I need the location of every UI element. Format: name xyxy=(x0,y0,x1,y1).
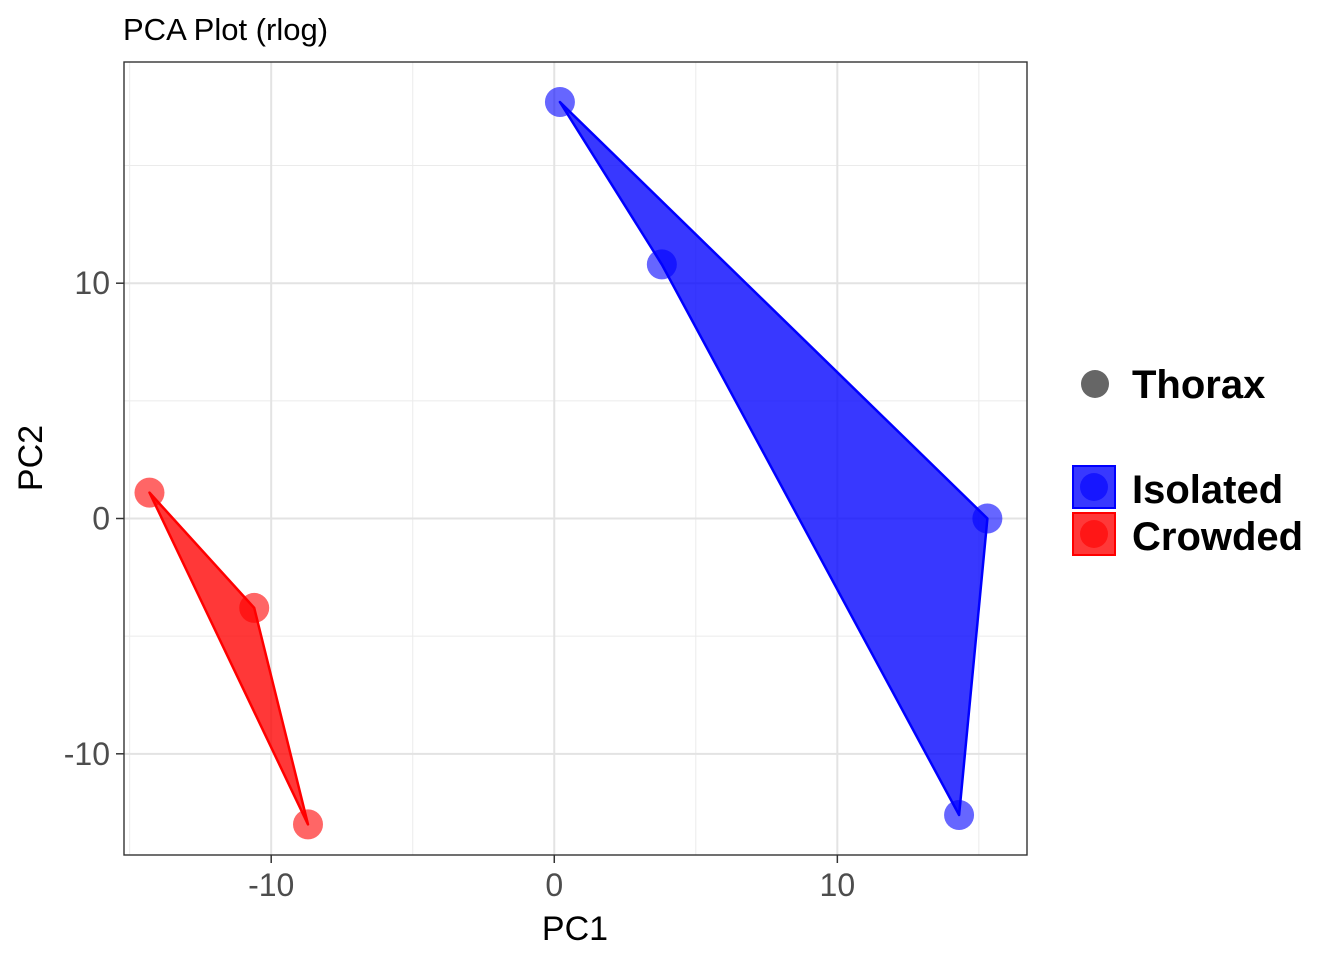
x-tick-label: -10 xyxy=(248,867,294,903)
crowded-point xyxy=(239,592,270,623)
x-axis-ticks: -10 0 10 xyxy=(248,855,855,903)
x-tick-label: 10 xyxy=(820,867,856,903)
data-points xyxy=(134,87,1003,840)
y-tick-label: -10 xyxy=(64,736,110,772)
legend-thorax-marker xyxy=(1081,370,1109,398)
legend-crowded-label: Crowded xyxy=(1132,515,1303,559)
isolated-point xyxy=(972,503,1003,534)
legend-crowded-marker xyxy=(1080,520,1108,548)
isolated-point xyxy=(646,249,677,280)
legend-thorax-label: Thorax xyxy=(1132,363,1265,407)
plot-panel-border xyxy=(123,61,1028,856)
minor-gridlines xyxy=(124,62,1027,855)
y-axis-title: PC2 xyxy=(12,425,50,491)
isolated-point xyxy=(544,87,575,118)
crowded-point xyxy=(292,809,323,840)
legend-isolated-marker xyxy=(1080,473,1108,501)
group-hulls xyxy=(148,100,989,826)
crowded-point xyxy=(134,477,165,508)
y-tick-label: 10 xyxy=(74,265,110,301)
chart-title: PCA Plot (rlog) xyxy=(123,12,328,47)
legend-isolated-label: Isolated xyxy=(1132,468,1283,512)
y-axis-ticks: -10 0 10 xyxy=(64,265,124,772)
x-axis-title: PC1 xyxy=(542,910,608,948)
isolated-point xyxy=(944,799,975,830)
x-tick-label: 0 xyxy=(545,867,563,903)
y-tick-label: 0 xyxy=(92,501,110,537)
legend: Thorax Isolated Crowded xyxy=(1072,363,1303,559)
crowded-hull xyxy=(148,491,310,826)
